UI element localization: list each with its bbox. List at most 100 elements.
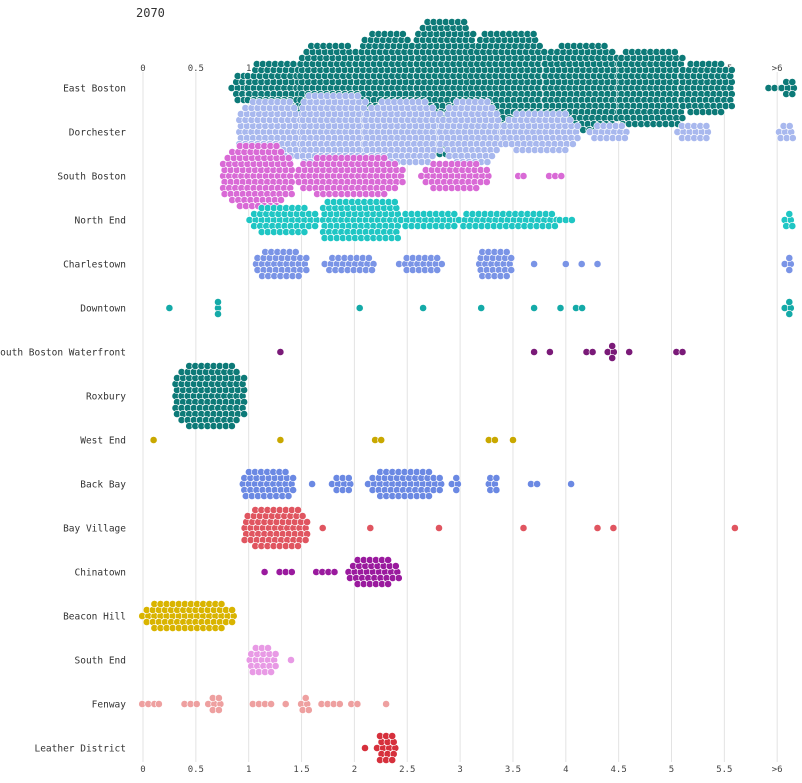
data-point bbox=[302, 266, 311, 274]
data-point bbox=[377, 436, 386, 444]
row-label: Dorchester bbox=[69, 128, 126, 139]
row-label: Beacon Hill bbox=[63, 612, 126, 623]
x-tick-label-bottom: 4.5 bbox=[611, 765, 627, 775]
data-point bbox=[289, 60, 298, 68]
data-point bbox=[289, 486, 297, 494]
data-point bbox=[294, 272, 303, 280]
data-point bbox=[232, 368, 241, 376]
x-tick-label-bottom: 5.5 bbox=[716, 765, 732, 775]
data-point bbox=[546, 348, 554, 356]
data-point bbox=[428, 152, 437, 160]
series-group bbox=[245, 644, 295, 676]
data-point bbox=[281, 468, 290, 476]
data-point bbox=[228, 606, 236, 614]
data-point bbox=[472, 184, 481, 192]
data-point bbox=[284, 492, 293, 500]
data-point bbox=[192, 700, 201, 708]
data-point bbox=[788, 78, 797, 86]
data-point bbox=[380, 154, 389, 162]
data-point bbox=[361, 98, 370, 106]
data-point bbox=[617, 122, 626, 130]
x-tick-label-top: 0.5 bbox=[188, 64, 204, 74]
data-point bbox=[311, 222, 319, 230]
data-point bbox=[343, 42, 352, 50]
row-label: Leather District bbox=[34, 744, 126, 755]
data-point bbox=[519, 172, 528, 180]
data-point bbox=[785, 122, 794, 130]
data-point bbox=[540, 48, 549, 56]
series-group bbox=[165, 298, 795, 318]
data-point bbox=[573, 122, 582, 130]
data-point bbox=[311, 210, 319, 218]
data-point bbox=[382, 700, 390, 708]
x-tick-label-bottom: 3 bbox=[457, 765, 462, 775]
chart-title: 2070 bbox=[136, 6, 165, 20]
data-point bbox=[298, 512, 307, 520]
data-point bbox=[388, 756, 397, 764]
data-point bbox=[566, 116, 574, 124]
data-point bbox=[303, 518, 311, 526]
data-point bbox=[717, 108, 725, 116]
data-point bbox=[287, 190, 296, 198]
data-point bbox=[302, 254, 311, 262]
data-point bbox=[217, 624, 226, 632]
x-tick-label-bottom: 1 bbox=[246, 765, 251, 775]
data-point bbox=[217, 600, 226, 608]
x-axis-bottom: 0 0.5 1 1.5 2 2.5 3 3.5 4 4.5 5 5.5 >6 bbox=[140, 765, 782, 775]
data-point bbox=[450, 210, 459, 218]
row-label: Charlestown bbox=[63, 260, 126, 271]
data-point bbox=[398, 166, 407, 174]
data-point bbox=[450, 222, 459, 230]
data-point bbox=[731, 524, 739, 532]
data-point bbox=[488, 104, 496, 112]
data-point bbox=[277, 196, 285, 204]
data-point bbox=[469, 30, 478, 38]
series-group bbox=[361, 732, 400, 764]
data-point bbox=[561, 146, 570, 154]
data-point bbox=[287, 568, 296, 576]
series-group bbox=[235, 92, 797, 172]
x-tick-label-top: 1 bbox=[246, 64, 251, 74]
series-group bbox=[238, 468, 575, 500]
data-point bbox=[260, 568, 269, 576]
data-point bbox=[490, 436, 499, 444]
data-point bbox=[593, 260, 602, 268]
data-point bbox=[228, 618, 236, 626]
data-point bbox=[300, 204, 309, 212]
row-label: South End bbox=[75, 656, 126, 667]
data-point bbox=[561, 110, 570, 118]
data-point bbox=[388, 732, 397, 740]
data-point bbox=[300, 228, 309, 236]
data-point bbox=[391, 562, 400, 570]
data-point bbox=[276, 348, 285, 356]
data-point bbox=[277, 148, 285, 156]
data-point bbox=[227, 362, 236, 370]
data-point bbox=[530, 260, 538, 268]
data-point bbox=[435, 524, 443, 532]
row-label: East Boston bbox=[63, 84, 126, 95]
data-point bbox=[398, 178, 407, 186]
data-point bbox=[364, 254, 373, 262]
row-label: Back Bay bbox=[80, 480, 126, 491]
data-point bbox=[428, 104, 437, 112]
data-point bbox=[165, 304, 174, 312]
data-point bbox=[717, 60, 725, 68]
data-point bbox=[551, 222, 559, 230]
data-point bbox=[621, 134, 629, 142]
data-point bbox=[301, 536, 310, 544]
data-point bbox=[267, 700, 275, 708]
data-point bbox=[727, 66, 736, 74]
data-point bbox=[625, 348, 634, 356]
data-point bbox=[567, 480, 575, 488]
data-point bbox=[403, 36, 412, 44]
x-tick-label-bottom: 2.5 bbox=[399, 765, 415, 775]
row-label: West End bbox=[80, 436, 126, 447]
data-point bbox=[276, 436, 285, 444]
data-point bbox=[548, 210, 556, 218]
data-point bbox=[488, 152, 496, 160]
row-label: Downtown bbox=[80, 304, 126, 315]
data-point bbox=[788, 90, 797, 98]
data-point bbox=[291, 248, 300, 256]
data-point bbox=[600, 42, 609, 50]
series-group bbox=[252, 248, 795, 280]
